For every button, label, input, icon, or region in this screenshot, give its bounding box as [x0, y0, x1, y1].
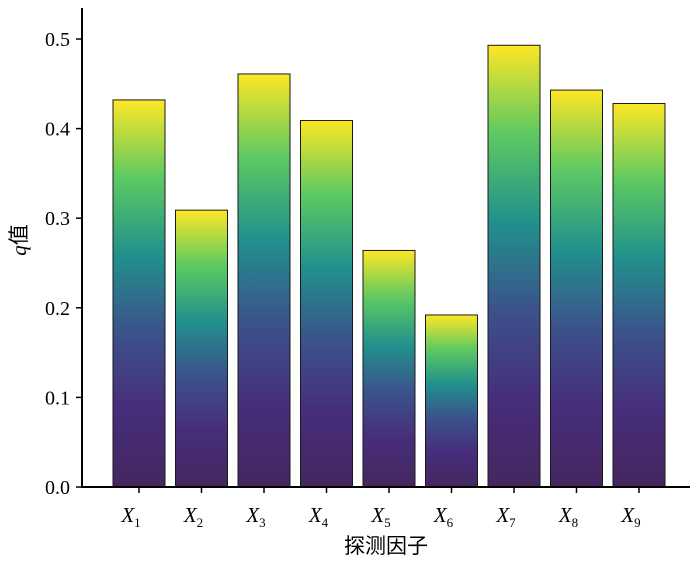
x-tick-label: X4 [308, 503, 329, 530]
x-tick-label: X8 [558, 503, 578, 530]
y-tick-label: 0.4 [45, 119, 70, 141]
y-axis-label-rest: 值 [7, 224, 31, 245]
bar-x5 [362, 249, 416, 488]
y-tick-label: 0.1 [45, 387, 70, 409]
y-tick-label: 0.5 [45, 29, 70, 51]
bar-x3 [237, 73, 291, 488]
x-tick-label: X2 [183, 503, 203, 530]
x-tick-label: X3 [245, 503, 265, 530]
x-axis-label: 探测因子 [344, 534, 428, 558]
x-tick-label: X1 [120, 503, 140, 530]
bar-x7 [487, 44, 541, 488]
bar-x1 [112, 99, 166, 488]
bar-x6 [425, 314, 478, 488]
x-axis: X1 X2 X3 X4 X5 X6 X7 X8 X9 [81, 486, 690, 530]
bar-x9 [612, 103, 666, 488]
y-axis: 0.0 0.1 0.2 0.3 0.4 0.5 [45, 8, 83, 499]
x-tick-label: X5 [370, 503, 390, 530]
x-tick-label: X9 [620, 503, 640, 530]
y-tick-label: 0.3 [45, 208, 70, 230]
bar-x4 [300, 120, 353, 488]
y-axis-label: q值 [7, 224, 31, 256]
y-axis-label-italic: q [7, 245, 31, 256]
bar-x8 [550, 89, 603, 488]
bars-group [112, 44, 666, 488]
x-tick-label: X6 [433, 503, 454, 530]
y-tick-label: 0.2 [45, 298, 70, 320]
bar-x2 [175, 209, 228, 488]
x-tick-label: X7 [495, 503, 516, 530]
y-tick-label: 0.0 [45, 477, 70, 499]
